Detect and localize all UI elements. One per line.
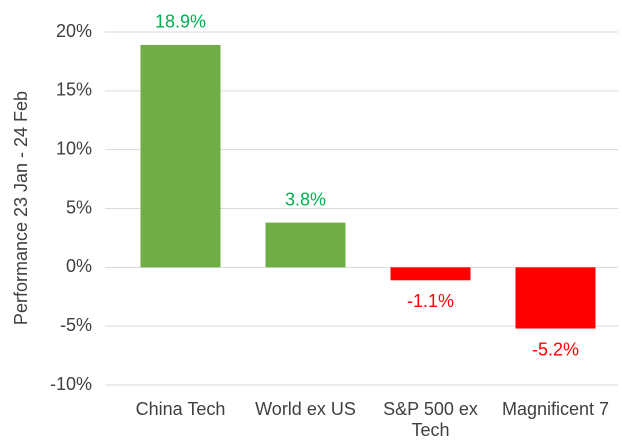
y-tick-label: 0%	[66, 256, 92, 276]
value-label: 18.9%	[155, 12, 206, 32]
bar	[515, 267, 596, 329]
y-tick-label: 5%	[66, 197, 92, 217]
x-tick-label: Magnificent 7	[501, 399, 610, 419]
value-label: 3.8%	[285, 189, 326, 209]
y-tick-label: -5%	[60, 315, 92, 335]
value-label: -5.2%	[532, 339, 579, 359]
y-tick-label: 10%	[56, 138, 92, 158]
bar	[390, 267, 471, 281]
bar	[265, 222, 346, 268]
x-tick-label: World ex US	[255, 399, 356, 419]
bar	[140, 44, 221, 268]
y-tick-label: 20%	[56, 21, 92, 41]
y-tick-label: -10%	[50, 374, 92, 394]
x-tick-label: China Tech	[135, 399, 226, 419]
x-tick-label: S&P 500 ex Tech	[383, 399, 478, 440]
y-tick-label: 15%	[56, 80, 92, 100]
y-axis-label: Performance 23 Jan - 24 Feb	[11, 91, 31, 325]
value-label: -1.1%	[407, 291, 454, 311]
